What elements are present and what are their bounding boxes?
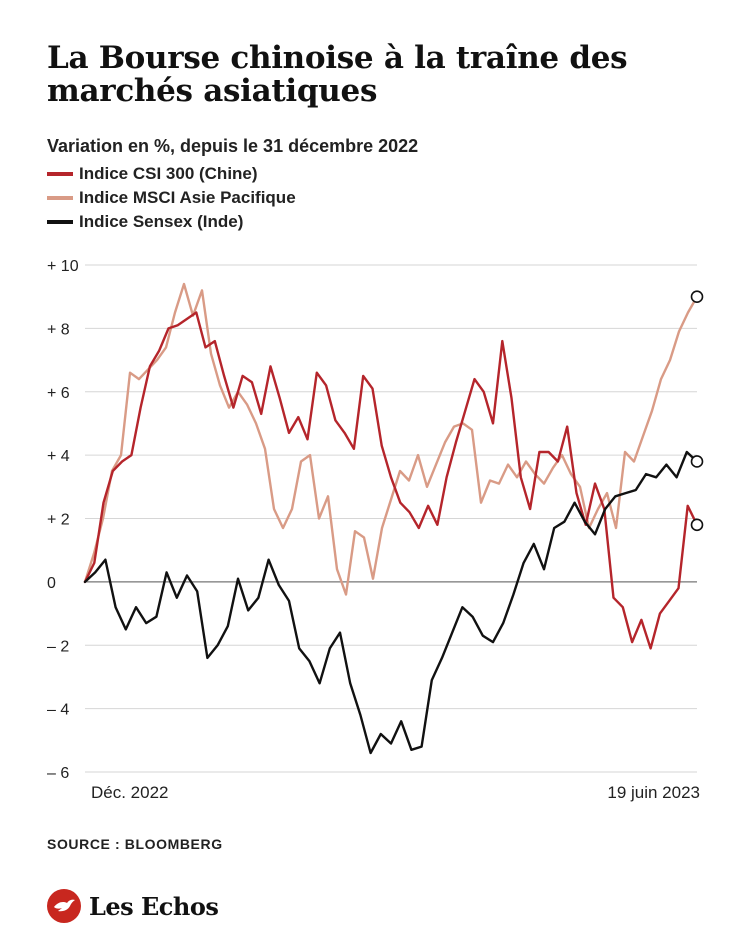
y-tick-label: + 2 [47,512,70,529]
legend-label-sensex: Indice Sensex (Inde) [79,212,244,231]
legend-label-csi300: Indice CSI 300 (Chine) [79,164,258,183]
y-tick-label: + 6 [47,385,70,402]
legend-swatch-csi300 [47,172,73,176]
legend-swatch-sensex [47,220,73,224]
y-tick-label: + 8 [47,321,70,338]
series-end-marker-0 [690,518,704,532]
x-tick-label-end: 19 juin 2023 [607,783,700,802]
legend-label-msci: Indice MSCI Asie Pacifique [79,188,296,207]
y-tick-label: – 2 [47,638,69,655]
y-tick-label: – 6 [47,765,69,782]
y-tick-label: + 10 [47,258,79,275]
legend-swatch-msci [47,196,73,200]
chart-legend: Indice CSI 300 (Chine) Indice MSCI Asie … [47,162,296,234]
line-chart: + 10 + 8 + 6 + 4 + 2 0 – 2 – 4 – 6 Déc. 2022 19 ju… [47,258,704,802]
y-tick-label: 0 [47,575,56,592]
brand-name: Les Echos [89,891,219,921]
brand-logo: Les Echos [47,889,219,923]
source-note: SOURCE : BLOOMBERG [47,836,223,852]
y-tick-label: + 4 [47,448,70,465]
series-line-0 [83,311,699,650]
les-echos-bird-icon [47,889,81,923]
legend-item-msci: Indice MSCI Asie Pacifique [47,186,296,210]
series-end-marker-1 [690,290,704,303]
y-tick-label: – 4 [47,702,69,719]
series-end-marker-2 [690,455,704,468]
chart-subtitle: Variation en %, depuis le 31 décembre 20… [47,136,419,156]
legend-item-sensex: Indice Sensex (Inde) [47,210,296,234]
series-line-1 [83,282,699,596]
legend-item-csi300: Indice CSI 300 (Chine) [47,162,296,186]
x-tick-label-start: Déc. 2022 [91,783,169,802]
series-line-2 [83,450,699,755]
chart-title: La Bourse chinoise à la traîne des march… [47,40,628,109]
